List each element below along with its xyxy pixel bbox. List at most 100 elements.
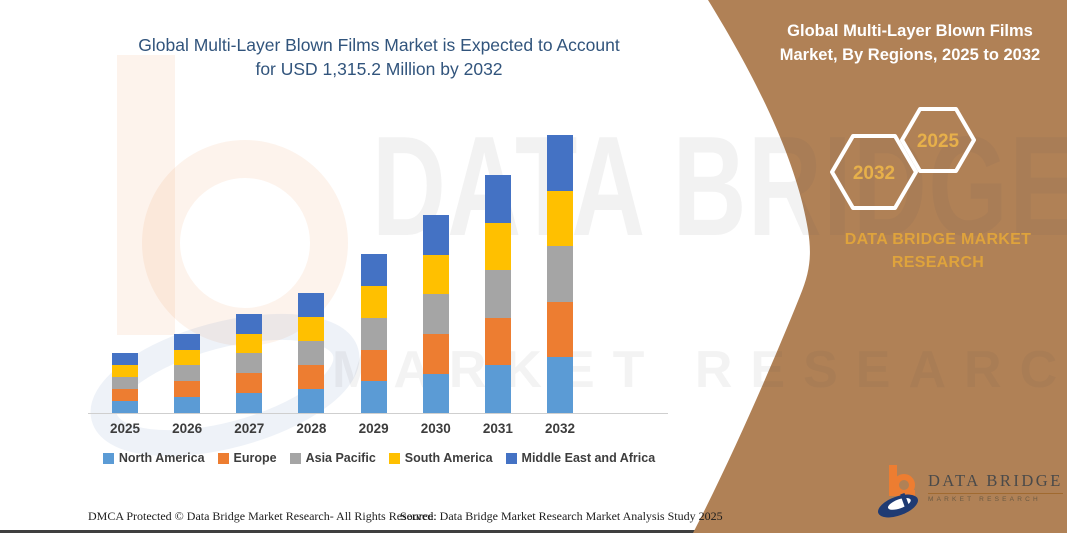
bar-segment-2026-europe (174, 381, 201, 398)
bar-segment-2025-europe (112, 389, 138, 401)
bar-segment-2027-south-america (236, 333, 263, 354)
legend-label: South America (404, 451, 493, 465)
hexagon-2032-year: 2032 (853, 163, 895, 184)
bar-segment-2030-asia-pacific (422, 294, 449, 334)
bar-segment-2028-south-america (298, 317, 325, 341)
legend-item-asia-pacific: Asia Pacific (289, 451, 376, 465)
x-axis-label-2026: 2026 (172, 421, 203, 436)
bar-segment-2026-middle-east-and-africa (174, 333, 201, 350)
x-axis-label-2030: 2030 (420, 421, 451, 436)
bar-segment-2029-north-america (360, 381, 387, 413)
panel-background-shape (693, 0, 1067, 533)
bar-segment-2027-north-america (236, 393, 263, 413)
legend-label: Middle East and Africa (521, 451, 656, 465)
x-axis-labels: 2025 2026 2027 2028 2029 2030 2031 2032 (88, 421, 670, 439)
footer-source-text: Source: Data Bridge Market Research Mark… (400, 509, 723, 523)
hexagon-2025-outline (900, 107, 976, 173)
bottom-border-line (0, 530, 1067, 533)
panel-title-line-2: Market, By Regions, 2025 to 2032 (779, 45, 1041, 64)
bar-segment-2030-south-america (422, 254, 449, 295)
bar-2025 (112, 353, 138, 413)
logo-text-block: DATA BRIDGE MARKET RESEARCH (928, 471, 1063, 503)
bar-segment-2026-south-america (174, 349, 201, 366)
bar-segment-2028-middle-east-and-africa (298, 292, 325, 318)
legend-swatch-icon (388, 452, 400, 464)
chart-title-line-1: Global Multi-Layer Blown Films Market is… (138, 35, 620, 55)
bar-segment-2029-south-america (360, 286, 387, 318)
bar-segment-2032-north-america (547, 357, 574, 413)
bar-2029 (360, 254, 387, 413)
bar-segment-2031-europe (484, 317, 511, 366)
x-axis-label-2031: 2031 (482, 421, 513, 436)
bar-2030 (422, 215, 449, 413)
bar-segment-2027-europe (236, 373, 263, 394)
bar-segment-2025-south-america (112, 365, 138, 377)
bar-2031 (484, 174, 511, 413)
bar-segment-2030-middle-east-and-africa (422, 215, 449, 255)
footer-dmca-text: DMCA Protected © Data Bridge Market Rese… (88, 509, 437, 523)
chart-title: Global Multi-Layer Blown Films Market is… (88, 33, 670, 81)
legend-item-north-america: North America (102, 451, 205, 465)
bar-segment-2030-europe (422, 334, 449, 374)
legend-item-south-america: South America (388, 451, 493, 465)
logo-swoosh (878, 493, 918, 518)
chart-title-line-2: for USD 1,315.2 Million by 2032 (255, 59, 503, 80)
logo-b-stem (889, 465, 897, 492)
bar-segment-2027-asia-pacific (236, 353, 263, 374)
legend-swatch-icon (289, 452, 301, 464)
bar-segment-2029-middle-east-and-africa (360, 254, 387, 287)
x-axis-line (88, 413, 668, 414)
bar-2028 (298, 292, 325, 413)
bar-segment-2025-asia-pacific (112, 377, 138, 389)
brand-text-line-2: RESEARCH (891, 254, 985, 272)
bar-segment-2027-middle-east-and-africa (236, 313, 263, 334)
legend-swatch-icon (102, 452, 114, 464)
legend-label: Asia Pacific (305, 451, 376, 465)
legend: North America Europe Asia Pacific South Ame… (88, 451, 670, 465)
hexagon-2025-year: 2025 (917, 131, 960, 152)
bar-segment-2029-asia-pacific (360, 317, 387, 350)
x-axis-label-2028: 2028 (296, 421, 327, 436)
logo-name: DATA BRIDGE (928, 471, 1063, 494)
legend-swatch-icon (217, 452, 229, 464)
brand-text-line-1: DATA BRIDGE MARKET (844, 231, 1032, 248)
brand-text: DATA BRIDGE MARKET RESEARCH (828, 228, 1048, 274)
x-axis-label-2027: 2027 (234, 421, 265, 436)
bar-segment-2030-north-america (422, 373, 449, 413)
bar-segment-2025-north-america (112, 401, 138, 413)
bar-segment-2026-north-america (174, 397, 201, 413)
x-axis-label-2029: 2029 (358, 421, 389, 436)
legend-item-middle-east-and-africa: Middle East and Africa (505, 451, 656, 465)
logo-b-foot (889, 490, 915, 496)
legend-swatch-icon (505, 452, 517, 464)
bar-segment-2028-asia-pacific (298, 340, 325, 365)
bar-2032 (547, 135, 574, 413)
bar-segment-2031-north-america (484, 365, 511, 413)
bar-segment-2028-north-america (298, 388, 325, 413)
legend-item-europe: Europe (217, 451, 277, 465)
bar-segment-2026-asia-pacific (174, 365, 201, 382)
bar-segment-2032-middle-east-and-africa (547, 135, 574, 191)
bar-segment-2032-south-america (547, 190, 574, 247)
panel-title: Global Multi-Layer Blown Films Market, B… (768, 20, 1052, 68)
x-axis-label-2032: 2032 (545, 421, 576, 436)
legend-label: Europe (233, 451, 277, 465)
bar-segment-2031-middle-east-and-africa (484, 174, 511, 223)
bar-segment-2031-south-america (484, 222, 511, 271)
logo-subtitle: MARKET RESEARCH (928, 496, 1041, 503)
hexagon-2032-outline (830, 134, 918, 210)
bar-segment-2029-europe (360, 349, 387, 382)
bar-segment-2025-middle-east-and-africa (112, 353, 138, 366)
bar-2026 (174, 333, 201, 413)
legend-label: North America (118, 451, 205, 465)
bar-segment-2031-asia-pacific (484, 270, 511, 318)
bar-segment-2032-asia-pacific (547, 246, 574, 302)
bar-segment-2028-europe (298, 364, 325, 389)
panel-title-line-1: Global Multi-Layer Blown Films (787, 22, 1033, 40)
company-logo-icon (878, 465, 918, 518)
